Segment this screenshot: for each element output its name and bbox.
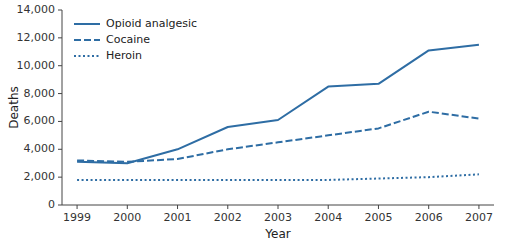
y-tick-label: 12,000	[17, 31, 56, 44]
x-tick-label: 2001	[164, 211, 192, 224]
series-line	[77, 112, 479, 162]
y-axis-label: Deaths	[7, 86, 21, 129]
y-tick-label: 0	[48, 198, 55, 211]
legend-label: Heroin	[106, 49, 142, 62]
y-tick	[58, 205, 62, 206]
x-tick	[127, 205, 128, 209]
x-tick-label: 2003	[264, 211, 292, 224]
y-tick-label: 14,000	[17, 3, 56, 16]
x-tick	[328, 205, 329, 209]
y-tick-label: 10,000	[17, 59, 56, 72]
x-axis: 1999 2000 2001 2002 2003 2004 2005 2006 2007	[62, 205, 494, 224]
y-tick	[58, 65, 62, 66]
x-tick	[177, 205, 178, 209]
y-tick	[58, 10, 62, 11]
y-tick	[58, 37, 62, 38]
series-line	[77, 174, 479, 180]
y-tick	[58, 177, 62, 178]
y-tick	[58, 149, 62, 150]
chart: 0 2,000 4,000 6,000 8,000 10,000 12,000 14,000 D…	[0, 0, 508, 243]
y-tick-label: 4,000	[24, 142, 56, 155]
x-tick	[278, 205, 279, 209]
y-axis: 0 2,000 4,000 6,000 8,000 10,000 12,000 14,000	[17, 3, 63, 211]
x-tick-label: 1999	[63, 211, 91, 224]
x-axis-label: Year	[264, 227, 290, 241]
x-tick	[428, 205, 429, 209]
legend-swatch	[74, 23, 100, 25]
x-tick	[77, 205, 78, 209]
y-axis-line	[62, 10, 63, 205]
legend-label: Cocaine	[106, 33, 150, 46]
y-tick	[58, 121, 62, 122]
x-tick	[227, 205, 228, 209]
x-tick-label: 2006	[415, 211, 443, 224]
x-tick-label: 2007	[465, 211, 493, 224]
series-line	[77, 45, 479, 163]
legend: Opioid analgesic Cocaine Heroin	[74, 17, 197, 62]
x-tick-label: 2005	[364, 211, 392, 224]
legend-swatch	[74, 39, 100, 41]
lines	[77, 45, 479, 180]
x-tick	[478, 205, 479, 209]
x-tick	[378, 205, 379, 209]
y-tick-label: 6,000	[24, 114, 56, 127]
y-tick-label: 2,000	[24, 170, 56, 183]
x-tick-label: 2000	[113, 211, 141, 224]
legend-swatch	[74, 55, 100, 57]
x-tick-label: 2004	[314, 211, 342, 224]
y-tick-label: 8,000	[24, 87, 56, 100]
y-tick	[58, 93, 62, 94]
legend-label: Opioid analgesic	[106, 17, 197, 30]
x-tick-label: 2002	[214, 211, 242, 224]
